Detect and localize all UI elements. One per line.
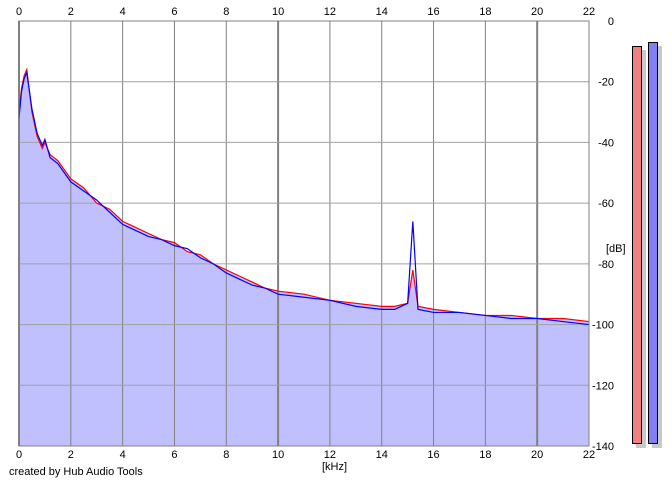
- plot-frame: [18, 20, 590, 447]
- x-tick-label-top: 16: [427, 6, 439, 18]
- y-tick-label: 0: [608, 16, 614, 28]
- x-tick-label-bottom: 10: [272, 449, 284, 461]
- x-tick-label-bottom: 12: [324, 449, 336, 461]
- y-tick-label: -100: [592, 320, 614, 332]
- x-tick-label-bottom: 0: [16, 449, 22, 461]
- x-tick-label-bottom: 4: [120, 449, 126, 461]
- y-tick-label: -140: [592, 441, 614, 453]
- x-tick-label-top: 18: [479, 6, 491, 18]
- x-axis-label: [kHz]: [322, 461, 348, 473]
- x-tick-label-top: 0: [16, 6, 22, 18]
- x-tick-label-bottom: 8: [223, 449, 229, 461]
- y-tick-label: -20: [598, 77, 614, 89]
- x-tick-label-top: 6: [171, 6, 177, 18]
- x-tick-label-top: 8: [223, 6, 229, 18]
- series-line-2: [18, 70, 590, 326]
- x-tick-label-top: 10: [272, 6, 284, 18]
- x-tick-label-top: 14: [376, 6, 388, 18]
- x-tick-label-bottom: 6: [171, 449, 177, 461]
- x-tick-label-bottom: 22: [583, 449, 595, 461]
- x-tick-label-top: 20: [531, 6, 543, 18]
- y-tick-label: -40: [598, 137, 614, 149]
- y-tick-label: -60: [598, 198, 614, 210]
- left-channel-meter: [632, 46, 642, 444]
- x-tick-label-top: 22: [583, 6, 595, 18]
- x-tick-label-top: 4: [120, 6, 126, 18]
- y-tick-label: -120: [592, 380, 614, 392]
- x-tick-label-bottom: 18: [479, 449, 491, 461]
- spectrum-area-fill: [19, 69, 589, 447]
- x-tick-label-top: 12: [324, 6, 336, 18]
- credit-text: created by Hub Audio Tools: [9, 466, 143, 478]
- x-tick-label-bottom: 20: [531, 449, 543, 461]
- right-channel-meter: [648, 42, 658, 444]
- series-line-1: [18, 67, 590, 323]
- x-tick-label-bottom: 16: [427, 449, 439, 461]
- x-tick-label-bottom: 14: [376, 449, 388, 461]
- y-tick-label: -80: [598, 259, 614, 271]
- x-tick-label-top: 2: [68, 6, 74, 18]
- x-tick-label-bottom: 2: [68, 449, 74, 461]
- y-axis-label: [dB]: [606, 243, 626, 255]
